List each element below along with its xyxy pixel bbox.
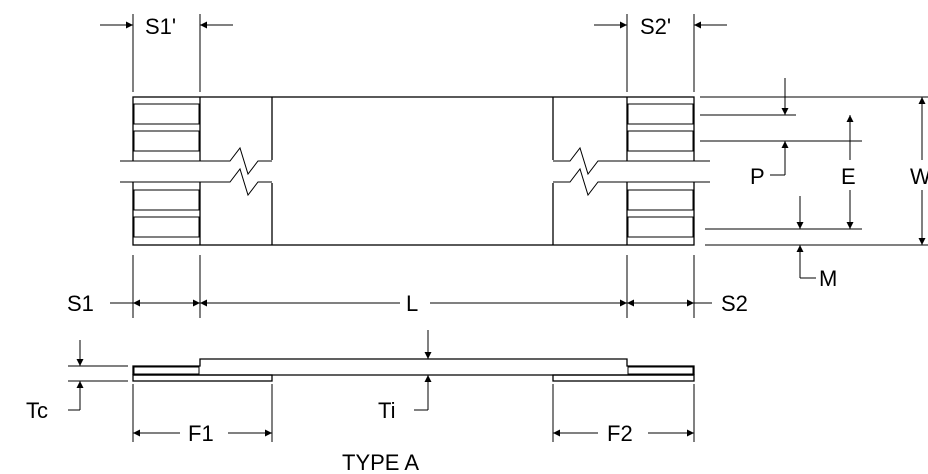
label-l: L [406,291,418,316]
label-s2-prime: S2' [640,14,671,39]
label-p: P [750,164,765,189]
label-tc: Tc [26,398,48,423]
left-footpad [132,374,273,382]
left-electrode-layers [133,103,200,238]
label-s1: S1 [67,291,94,316]
top-view [100,14,928,279]
label-f1: F1 [188,421,214,446]
side-view [68,330,695,442]
label-ti: Ti [378,398,396,423]
caption-type-a: TYPE A [342,450,419,474]
label-w: W [910,164,928,189]
label-s2: S2 [721,291,748,316]
right-electrode-layers [627,103,694,238]
left-terminal-cover [133,366,200,375]
label-s1-prime: S1' [145,14,176,39]
right-footpad [552,374,695,382]
right-terminal-cover [627,366,694,375]
dimension-labels: S1' S2' P E W M S1 L S2 Tc Ti F1 F2 TYPE… [26,14,928,474]
label-e: E [841,164,856,189]
break-line-right [553,146,710,176]
label-m: M [819,266,837,291]
label-f2: F2 [607,421,633,446]
break-line-left [120,146,272,176]
length-dimensions [110,255,712,318]
